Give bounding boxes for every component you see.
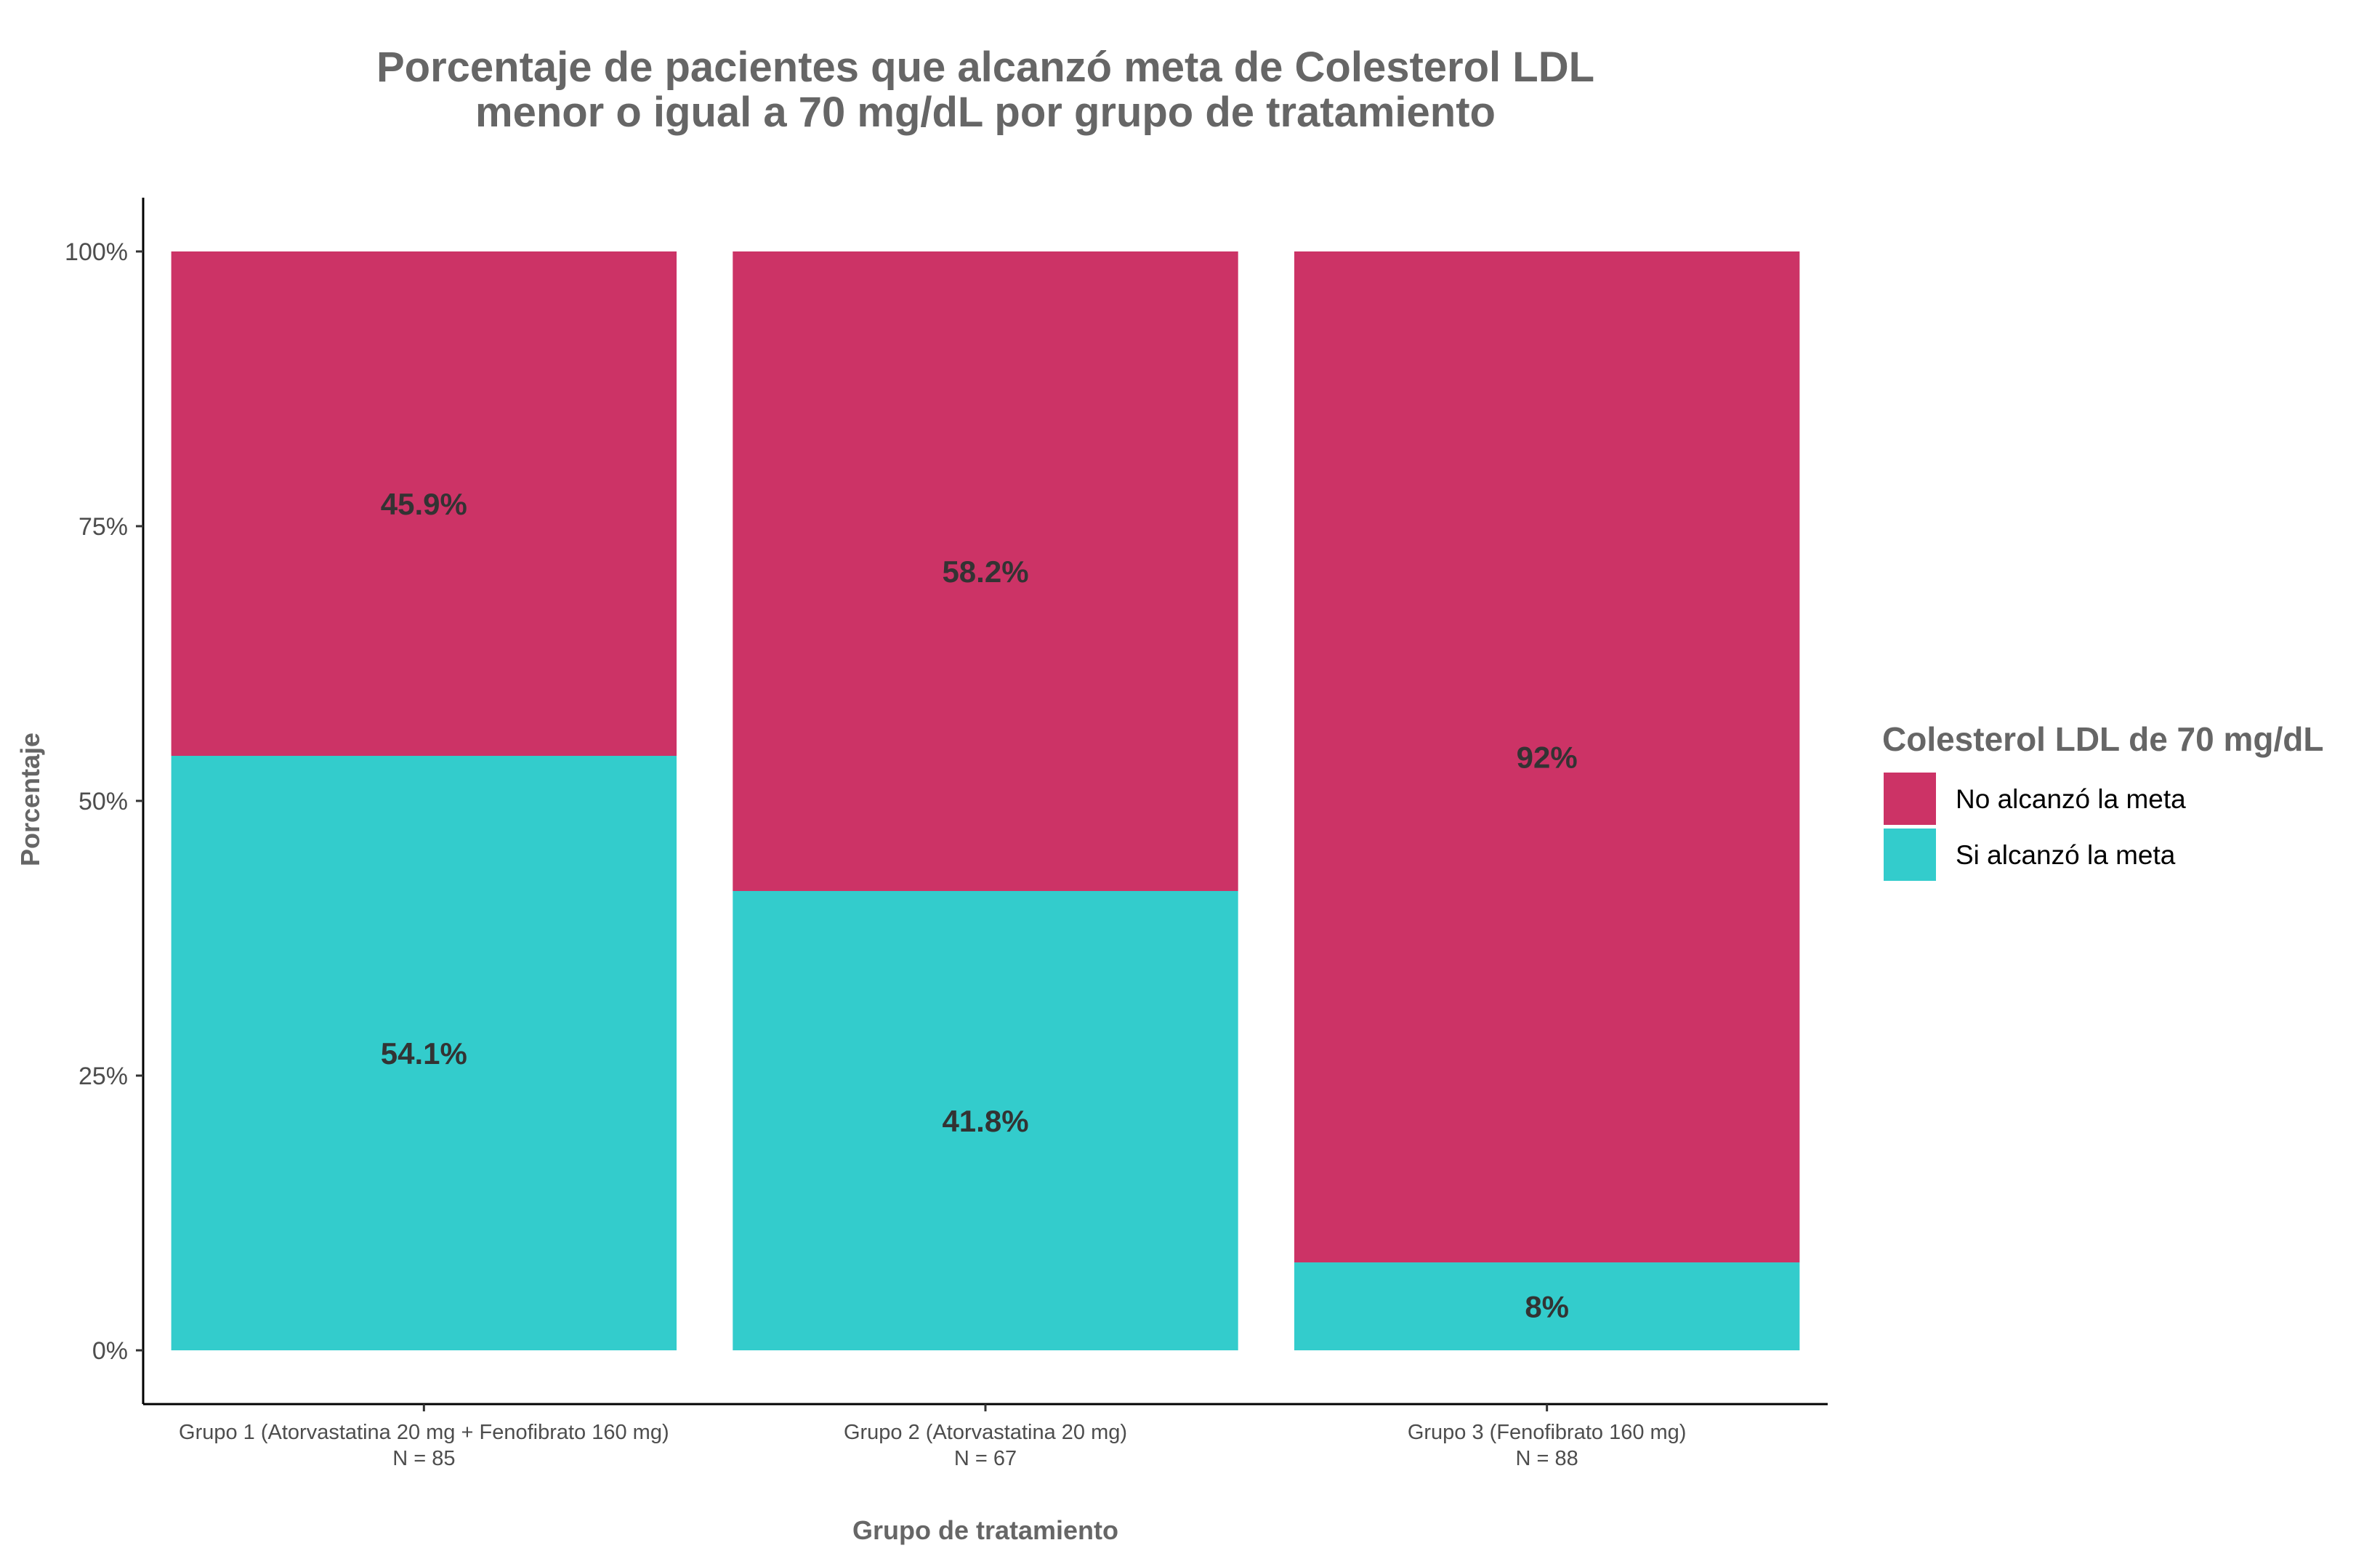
chart-title-line-1: Porcentaje de pacientes que alcanzó meta…	[376, 44, 1594, 91]
legend-title: Colesterol LDL de 70 mg/dL	[1882, 720, 2323, 758]
x-tick-label: Grupo 2 (Atorvastatina 20 mg)	[844, 1421, 1127, 1444]
chart-title-line-2: menor o igual a 70 mg/dL por grupo de tr…	[475, 89, 1496, 136]
bar-labels-layer: 54.1% 45.9% 41.8% 58.2% 8% 92%	[381, 487, 1578, 1324]
data-label-g1-s1: 54.1%	[381, 1036, 467, 1071]
data-label-g2-s1: 41.8%	[942, 1104, 1028, 1138]
legend: Colesterol LDL de 70 mg/dL No alcanzó la…	[1882, 720, 2323, 881]
y-tick-label: 50%	[78, 788, 128, 815]
legend-swatch	[1884, 829, 1936, 881]
legend-label: Si alcanzó la meta	[1956, 840, 2176, 870]
y-tick-label: 0%	[92, 1337, 128, 1365]
bar-segment-g2-s2	[733, 251, 1238, 891]
bars-layer	[171, 251, 1800, 1350]
bar-segment-g2-s1	[733, 890, 1238, 1350]
data-label-g3-s2: 92%	[1517, 741, 1578, 775]
legend-items: No alcanzó la meta Si alcanzó la meta	[1884, 773, 2186, 881]
y-axis-title: Porcentaje	[15, 733, 45, 866]
legend-label: No alcanzó la meta	[1956, 784, 2186, 814]
bar-segment-g3-s1	[1294, 1262, 1800, 1350]
bar-segment-g1-s2	[171, 251, 677, 757]
bar-segment-g3-s2	[1294, 251, 1800, 1263]
bar-segment-g1-s1	[171, 756, 677, 1350]
y-axis-ticks: 0% 25% 50% 75% 100%	[65, 238, 143, 1365]
x-tick-label: Grupo 1 (Atorvastatina 20 mg + Fenofibra…	[179, 1421, 669, 1444]
x-axis-ticks: Grupo 1 (Atorvastatina 20 mg + Fenofibra…	[179, 1404, 1686, 1470]
legend-swatch	[1884, 773, 1936, 825]
x-tick-label: Grupo 3 (Fenofibrato 160 mg)	[1408, 1421, 1687, 1444]
y-tick-label: 75%	[78, 513, 128, 541]
x-tick-sample-size: N = 85	[392, 1447, 455, 1470]
y-tick-label: 25%	[78, 1063, 128, 1090]
data-label-g1-s2: 45.9%	[381, 487, 467, 521]
x-tick-sample-size: N = 88	[1516, 1447, 1578, 1470]
data-label-g2-s2: 58.2%	[942, 555, 1028, 589]
y-tick-label: 100%	[65, 238, 128, 266]
x-tick-sample-size: N = 67	[954, 1447, 1017, 1470]
x-axis-title: Grupo de tratamiento	[852, 1515, 1118, 1545]
data-label-g3-s1: 8%	[1525, 1290, 1569, 1324]
